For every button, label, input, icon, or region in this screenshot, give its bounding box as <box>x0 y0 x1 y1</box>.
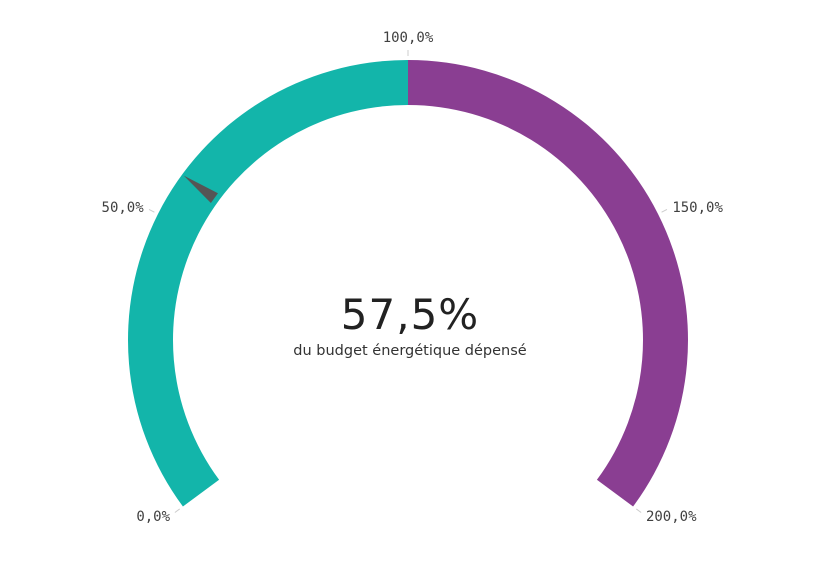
gauge-segment-1 <box>408 60 688 507</box>
gauge-tick-label: 200,0% <box>646 509 697 525</box>
needle-icon <box>183 175 218 203</box>
gauge-tick <box>661 209 668 213</box>
gauge-tick-label: 50,0% <box>102 200 145 216</box>
gauge-segment-0 <box>128 60 408 507</box>
kpi-label: du budget énergétique dépensé <box>293 343 527 359</box>
gauge-tick <box>174 508 181 513</box>
gauge-ticks: 0,0% 50,0% 100,0% 150,0% 200,0% <box>102 30 724 525</box>
gauge-tick <box>635 508 642 513</box>
gauge-segments <box>128 60 688 507</box>
gauge-tick-label: 100,0% <box>383 30 434 46</box>
gauge-tick-label: 0,0% <box>136 509 170 525</box>
gauge-needle <box>183 175 218 203</box>
gauge-tick <box>148 209 155 213</box>
kpi-value: 57,5% <box>340 290 480 339</box>
gauge-tick-label: 150,0% <box>672 200 723 216</box>
